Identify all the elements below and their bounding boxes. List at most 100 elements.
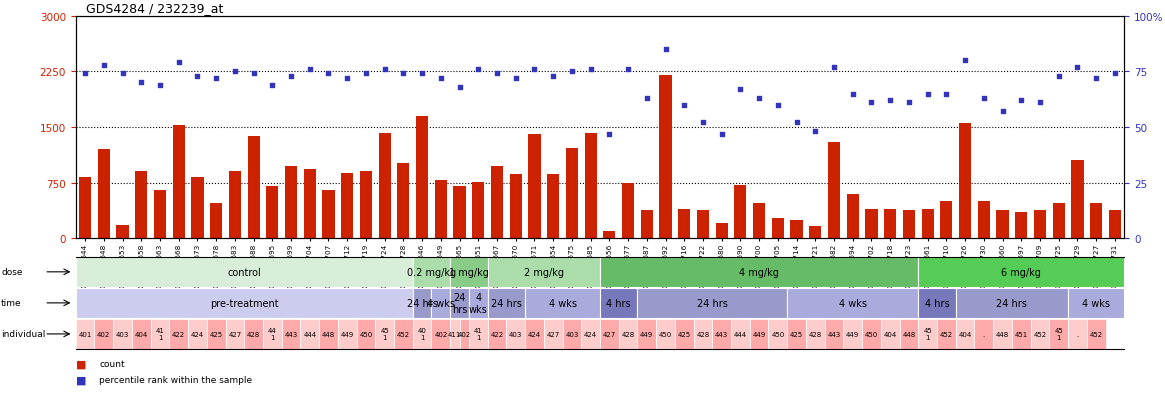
Text: percentile rank within the sample: percentile rank within the sample	[99, 375, 252, 385]
Point	[1087, 76, 1106, 82]
Bar	[154, 190, 167, 239]
Point	[469, 66, 488, 73]
Bar	[600, 319, 619, 349]
Text: 452: 452	[397, 331, 410, 337]
Bar	[191, 177, 204, 239]
Bar	[585, 133, 596, 239]
Bar	[412, 288, 431, 318]
Bar	[188, 319, 207, 349]
Text: 448: 448	[322, 331, 336, 337]
Text: 443: 443	[827, 331, 841, 337]
Bar	[135, 172, 147, 239]
Text: 425: 425	[210, 331, 223, 337]
Bar	[955, 319, 974, 349]
Point	[301, 66, 319, 73]
Text: 448: 448	[902, 331, 916, 337]
Text: 24 hrs: 24 hrs	[490, 298, 522, 308]
Text: 452: 452	[1089, 331, 1103, 337]
Bar	[116, 226, 128, 239]
Bar	[1090, 203, 1102, 239]
Point	[94, 62, 113, 69]
Bar	[918, 288, 955, 318]
Text: 24
hrs: 24 hrs	[452, 292, 467, 314]
Text: 424: 424	[191, 331, 204, 337]
Text: 448: 448	[996, 331, 1009, 337]
Point	[750, 95, 769, 102]
Text: 41
1: 41 1	[156, 328, 164, 341]
Bar	[619, 319, 637, 349]
Bar	[282, 319, 301, 349]
Point	[862, 100, 881, 107]
Point	[507, 76, 525, 82]
Point	[1012, 97, 1031, 104]
Bar	[866, 210, 877, 239]
Point	[563, 69, 581, 75]
Bar	[697, 211, 709, 239]
Point	[656, 47, 675, 53]
Point	[1031, 100, 1050, 107]
Point	[544, 73, 563, 80]
Point	[693, 120, 712, 126]
Bar	[734, 185, 747, 239]
Bar	[769, 319, 788, 349]
Point	[825, 64, 843, 71]
Text: 24 hrs: 24 hrs	[996, 298, 1028, 308]
Bar	[600, 288, 637, 318]
Text: 24 hrs: 24 hrs	[697, 298, 728, 308]
Text: 401: 401	[78, 331, 92, 337]
Point	[974, 95, 993, 102]
Bar	[675, 319, 693, 349]
Bar	[472, 183, 485, 239]
Bar	[450, 319, 459, 349]
Point	[712, 131, 730, 138]
Bar	[862, 319, 881, 349]
Bar	[94, 319, 113, 349]
Point	[600, 131, 619, 138]
Bar	[263, 319, 282, 349]
Bar	[488, 257, 600, 287]
Bar	[622, 183, 634, 239]
Bar	[450, 257, 488, 287]
Text: 422: 422	[490, 331, 503, 337]
Bar	[507, 319, 525, 349]
Point	[899, 100, 918, 107]
Bar	[431, 288, 450, 318]
Point	[918, 91, 937, 97]
Bar	[918, 257, 1124, 287]
Text: 450: 450	[771, 331, 784, 337]
Bar	[247, 137, 260, 239]
Text: time: time	[1, 299, 22, 308]
Text: 449: 449	[846, 331, 860, 337]
Text: 403: 403	[509, 331, 522, 337]
Point	[881, 97, 899, 104]
Point	[1050, 73, 1068, 80]
Bar	[210, 203, 223, 239]
Bar	[1031, 319, 1050, 349]
Bar	[245, 319, 263, 349]
Bar	[397, 164, 409, 239]
Text: 403: 403	[115, 331, 129, 337]
Bar	[693, 319, 712, 349]
Text: 4 wks: 4 wks	[1082, 298, 1110, 308]
Text: 452: 452	[1033, 331, 1046, 337]
Text: 6 mg/kg: 6 mg/kg	[1001, 267, 1042, 277]
Text: 443: 443	[284, 331, 298, 337]
Text: dose: dose	[1, 268, 22, 277]
Bar	[1068, 319, 1087, 349]
Text: 450: 450	[359, 331, 373, 337]
Text: 402: 402	[458, 331, 471, 337]
Bar	[810, 226, 821, 239]
Point	[375, 66, 394, 73]
Bar	[974, 319, 993, 349]
Bar	[581, 319, 600, 349]
Point	[188, 73, 206, 80]
Bar	[379, 133, 390, 239]
Point	[937, 91, 955, 97]
Text: 444: 444	[734, 331, 747, 337]
Bar	[712, 319, 732, 349]
Bar	[881, 319, 899, 349]
Bar	[226, 319, 245, 349]
Bar	[525, 319, 544, 349]
Text: 427: 427	[602, 331, 616, 337]
Text: 404: 404	[135, 331, 148, 337]
